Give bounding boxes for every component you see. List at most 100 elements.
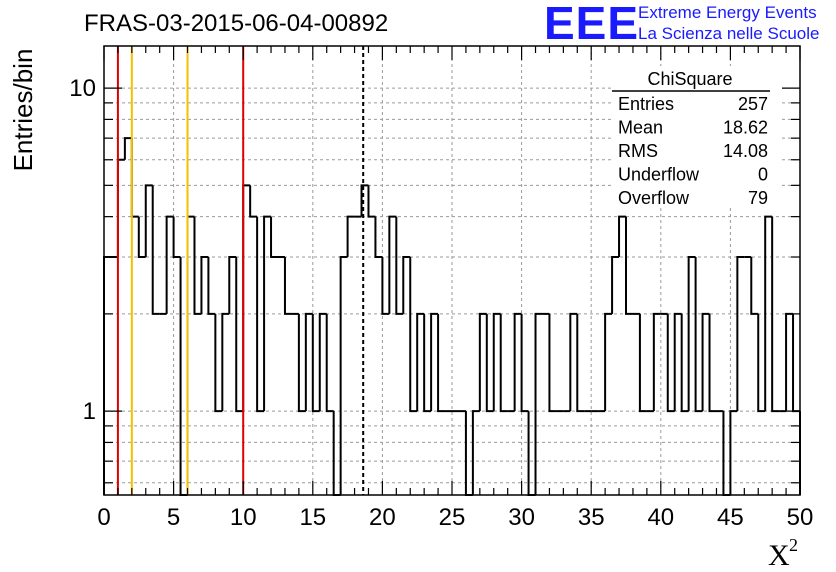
histogram-bin (360, 184, 369, 217)
histogram-bin (200, 256, 209, 314)
histogram-bin (242, 184, 251, 412)
x-tick-label: 5 (167, 504, 180, 531)
histogram-bin (388, 215, 397, 314)
histogram-bin (520, 313, 529, 413)
histogram-bin (228, 256, 237, 314)
eee-logo-line1: Extreme Energy Events (638, 3, 817, 22)
histogram-bin (673, 312, 682, 412)
histogram-bin (346, 215, 355, 258)
histogram-bin (576, 313, 585, 413)
histogram-bin (123, 137, 132, 160)
histogram-bin (339, 256, 348, 495)
stats-row-label: Mean (618, 118, 663, 138)
x-tick-label: 20 (369, 504, 396, 531)
stats-row-label: Overflow (618, 188, 690, 208)
y-tick-label: 1 (83, 398, 96, 425)
histogram-bin (193, 216, 202, 315)
histogram-bin (771, 216, 780, 413)
histogram-bin (611, 256, 620, 314)
histogram-bin (304, 312, 313, 412)
histogram-bin (116, 158, 125, 258)
stats-row-value: 18.62 (723, 118, 768, 138)
histogram-bin (548, 313, 557, 413)
histogram-bin (179, 257, 188, 496)
histogram-bin (297, 313, 306, 413)
x-axis-label-superscript: 2 (789, 535, 798, 555)
stats-box (612, 66, 780, 208)
histogram-bin (437, 313, 446, 413)
x-tick-label: 0 (97, 504, 110, 531)
histogram-bin (283, 257, 292, 315)
histogram-bin (325, 313, 334, 413)
histogram-bin (492, 312, 501, 412)
histogram-bin (402, 256, 411, 314)
histogram-bin (736, 256, 745, 412)
x-tick-label: 50 (787, 504, 814, 531)
histogram-bin (395, 216, 404, 315)
histogram-bin (221, 312, 230, 412)
y-axis-label: Entries/bin (8, 49, 38, 172)
histogram-bin (618, 215, 626, 258)
x-tick-label: 10 (230, 504, 257, 531)
histogram-bin (694, 257, 703, 413)
histogram-bin (423, 313, 432, 413)
histogram-bin (471, 410, 480, 495)
x-axis-label: X (768, 539, 790, 572)
x-tick-label: 25 (439, 504, 466, 531)
stats-row-value: 257 (738, 94, 768, 114)
x-tick-label: 40 (647, 504, 674, 531)
stats-row-label: Entries (618, 94, 674, 114)
histogram-bin (207, 257, 216, 315)
histogram-bin (103, 256, 111, 495)
x-tick-label: 30 (508, 504, 535, 531)
eee-logo: EEE Extreme Energy Events La Scienza nel… (544, 0, 834, 49)
histogram-bin (165, 215, 174, 314)
histogram-bin (381, 257, 390, 315)
x-tick-label: 45 (717, 504, 744, 531)
histogram-bin (666, 313, 675, 413)
histogram-bin (256, 216, 265, 413)
chart-title: FRAS-03-2015-06-04-00892 (84, 10, 389, 37)
stats-row-label: Underflow (618, 165, 700, 185)
histogram-bin (214, 313, 223, 413)
x-tick-label: 15 (299, 504, 326, 531)
histogram-bin (235, 257, 244, 413)
histogram-bin (409, 257, 418, 413)
histogram-bin (792, 313, 800, 413)
histogram-bin (687, 256, 696, 412)
histogram-bin (249, 185, 258, 218)
histogram-bin (186, 215, 195, 495)
stats-row-value: 0 (758, 165, 768, 185)
histogram-bin (750, 257, 759, 315)
histogram-bin (318, 312, 327, 412)
histogram-bin (478, 312, 487, 412)
histogram-bin (625, 216, 633, 315)
histogram-bin (485, 313, 494, 413)
eee-logo-line2: La Scienza nelle Scuole (638, 24, 820, 43)
histogram-bin (130, 138, 139, 218)
histogram-bin (604, 312, 613, 412)
histogram-bin (151, 185, 160, 315)
histogram-bin (729, 410, 738, 495)
histogram-bin (430, 312, 439, 412)
histogram-bin (638, 313, 647, 413)
histogram-bin (534, 312, 543, 495)
histogram-bin (652, 312, 661, 412)
histogram-bin (499, 313, 508, 413)
eee-logo-mark: EEE (544, 0, 640, 49)
y-tick-label: 10 (69, 75, 96, 102)
histogram-bin (757, 313, 766, 413)
histogram-bin (416, 312, 425, 412)
histogram-bin (513, 312, 522, 412)
histogram-bin (311, 313, 320, 413)
histogram-bin (144, 184, 153, 258)
histogram-bin (270, 216, 278, 259)
histogram-bin (785, 312, 794, 412)
stats-row-label: RMS (618, 141, 658, 161)
histogram-bin (374, 216, 383, 259)
histogram-bin (569, 312, 578, 412)
histogram-bin (137, 216, 146, 259)
histogram-bin (708, 313, 717, 413)
stats-box-title: ChiSquare (647, 69, 732, 89)
